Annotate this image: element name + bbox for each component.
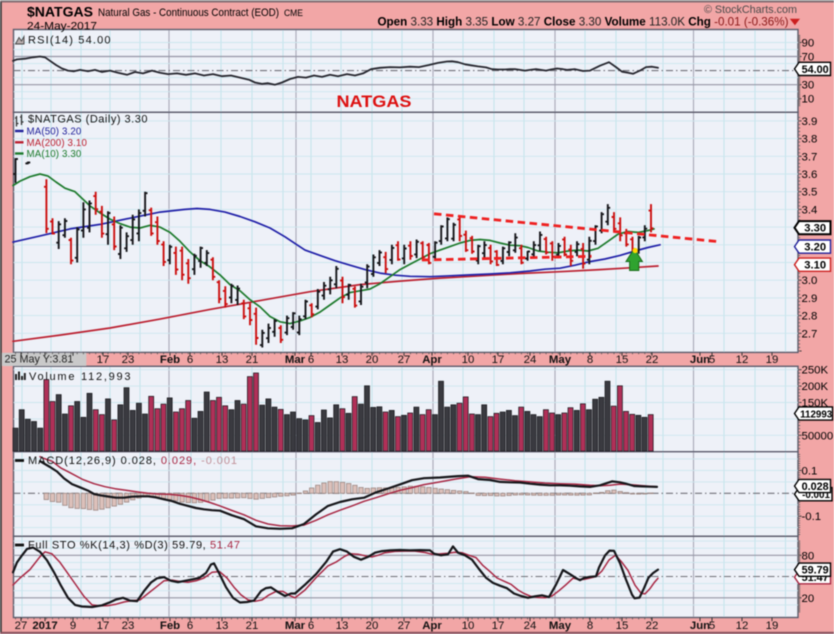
svg-text:21: 21: [246, 354, 259, 366]
svg-text:90: 90: [802, 38, 815, 50]
svg-text:59.79: 59.79: [802, 565, 829, 577]
svg-text:RSI(14) 54.00: RSI(14) 54.00: [28, 35, 111, 47]
svg-text:15: 15: [616, 354, 629, 366]
svg-text:May: May: [549, 354, 572, 366]
svg-text:17: 17: [97, 354, 110, 366]
svg-text:30: 30: [802, 80, 815, 92]
svg-text:25 May Y:3.81: 25 May Y:3.81: [5, 354, 74, 366]
svg-text:23: 23: [122, 354, 135, 366]
svg-text:24: 24: [524, 354, 537, 366]
svg-text:112993: 112993: [800, 409, 833, 420]
svg-text:Mar: Mar: [285, 620, 306, 632]
svg-text:6: 6: [187, 354, 193, 366]
svg-text:Open 3.33 High 3.35 Low 3.27 C: Open 3.33 High 3.35 Low 3.27 Close 3.30 …: [378, 15, 789, 29]
svg-text:Apr: Apr: [422, 354, 442, 366]
svg-text:13: 13: [216, 354, 229, 366]
svg-text:3.5: 3.5: [802, 187, 818, 199]
svg-text:19: 19: [766, 620, 779, 632]
svg-text:6: 6: [308, 354, 314, 366]
svg-text:3.4: 3.4: [802, 204, 818, 216]
svg-text:27: 27: [398, 354, 411, 366]
svg-text:3.0: 3.0: [802, 275, 818, 287]
svg-text:24-May-2017: 24-May-2017: [27, 21, 97, 33]
svg-text:3.9: 3.9: [802, 116, 818, 128]
svg-text:8: 8: [587, 620, 593, 632]
svg-text:May: May: [549, 620, 572, 632]
svg-text:2.9: 2.9: [802, 293, 818, 305]
svg-text:CME: CME: [284, 8, 303, 18]
svg-text:24: 24: [524, 620, 537, 632]
svg-text:8: 8: [587, 354, 593, 366]
svg-text:9: 9: [70, 620, 76, 632]
svg-text:MA(10) 3.30: MA(10) 3.30: [27, 149, 82, 160]
svg-text:5: 5: [709, 354, 715, 366]
svg-text:10: 10: [462, 620, 475, 632]
svg-text:0.028: 0.028: [802, 481, 829, 493]
svg-text:3.30: 3.30: [804, 223, 826, 235]
svg-text:2.8: 2.8: [802, 311, 818, 323]
svg-text:13: 13: [216, 620, 229, 632]
svg-text:$NATGAS (Daily) 3.30: $NATGAS (Daily) 3.30: [28, 114, 148, 126]
svg-text:2017: 2017: [32, 620, 57, 632]
svg-text:23: 23: [122, 620, 135, 632]
svg-text:22: 22: [646, 620, 659, 632]
svg-text:12: 12: [736, 354, 749, 366]
svg-text:Natural Gas - Continuous Contr: Natural Gas - Continuous Contract (EOD): [98, 7, 279, 19]
svg-text:10: 10: [462, 354, 475, 366]
svg-text:Full STO %K(14,3) %D(3) 59.79,: Full STO %K(14,3) %D(3) 59.79, 51.47: [28, 540, 240, 552]
svg-text:15: 15: [616, 620, 629, 632]
svg-text:19: 19: [766, 354, 779, 366]
svg-text:3.20: 3.20: [804, 242, 826, 254]
svg-text:2.7: 2.7: [802, 328, 818, 340]
svg-text:3.10: 3.10: [804, 260, 826, 272]
svg-text:6: 6: [187, 620, 193, 632]
svg-text:MACD(12,26,9) 0.028, 0.029, -0: MACD(12,26,9) 0.028, 0.029, -0.001: [28, 455, 237, 467]
svg-text:$NATGAS: $NATGAS: [27, 5, 93, 21]
svg-text:70: 70: [802, 52, 815, 64]
svg-text:0.1: 0.1: [802, 465, 818, 477]
svg-text:80: 80: [802, 550, 815, 562]
svg-text:50000: 50000: [802, 430, 834, 442]
svg-text:6: 6: [308, 620, 314, 632]
svg-text:12: 12: [736, 620, 749, 632]
svg-text:-0.1: -0.1: [802, 511, 822, 523]
svg-text:3.8: 3.8: [802, 134, 818, 146]
svg-text:250K: 250K: [802, 365, 829, 377]
svg-text:17: 17: [492, 354, 505, 366]
svg-text:NATGAS: NATGAS: [337, 93, 412, 111]
svg-text:3.7: 3.7: [802, 151, 818, 163]
svg-text:-0.001: -0.001: [802, 490, 830, 501]
svg-text:27: 27: [15, 620, 28, 632]
svg-text:Feb: Feb: [160, 354, 180, 366]
svg-text:21: 21: [246, 620, 259, 632]
svg-text:10: 10: [802, 94, 815, 106]
svg-text:54.00: 54.00: [802, 64, 829, 76]
svg-text:5: 5: [709, 620, 715, 632]
svg-text:20: 20: [366, 354, 379, 366]
svg-text:20: 20: [802, 593, 815, 605]
svg-text:13: 13: [336, 354, 349, 366]
svg-text:Mar: Mar: [285, 354, 306, 366]
svg-text:Feb: Feb: [160, 620, 180, 632]
svg-text:Jun: Jun: [690, 354, 710, 366]
svg-text:27: 27: [398, 620, 411, 632]
svg-text:3.6: 3.6: [802, 169, 818, 181]
svg-text:Jun: Jun: [690, 620, 710, 632]
svg-text:MA(200) 3.10: MA(200) 3.10: [27, 138, 88, 149]
svg-text:20: 20: [366, 620, 379, 632]
svg-text:200K: 200K: [802, 381, 829, 393]
svg-text:MA(50) 3.20: MA(50) 3.20: [27, 127, 82, 138]
svg-text:© StockCharts.com: © StockCharts.com: [704, 4, 797, 16]
svg-text:13: 13: [336, 620, 349, 632]
svg-text:17: 17: [97, 620, 110, 632]
svg-text:Apr: Apr: [422, 620, 442, 632]
svg-text:22: 22: [646, 354, 659, 366]
svg-text:17: 17: [492, 620, 505, 632]
